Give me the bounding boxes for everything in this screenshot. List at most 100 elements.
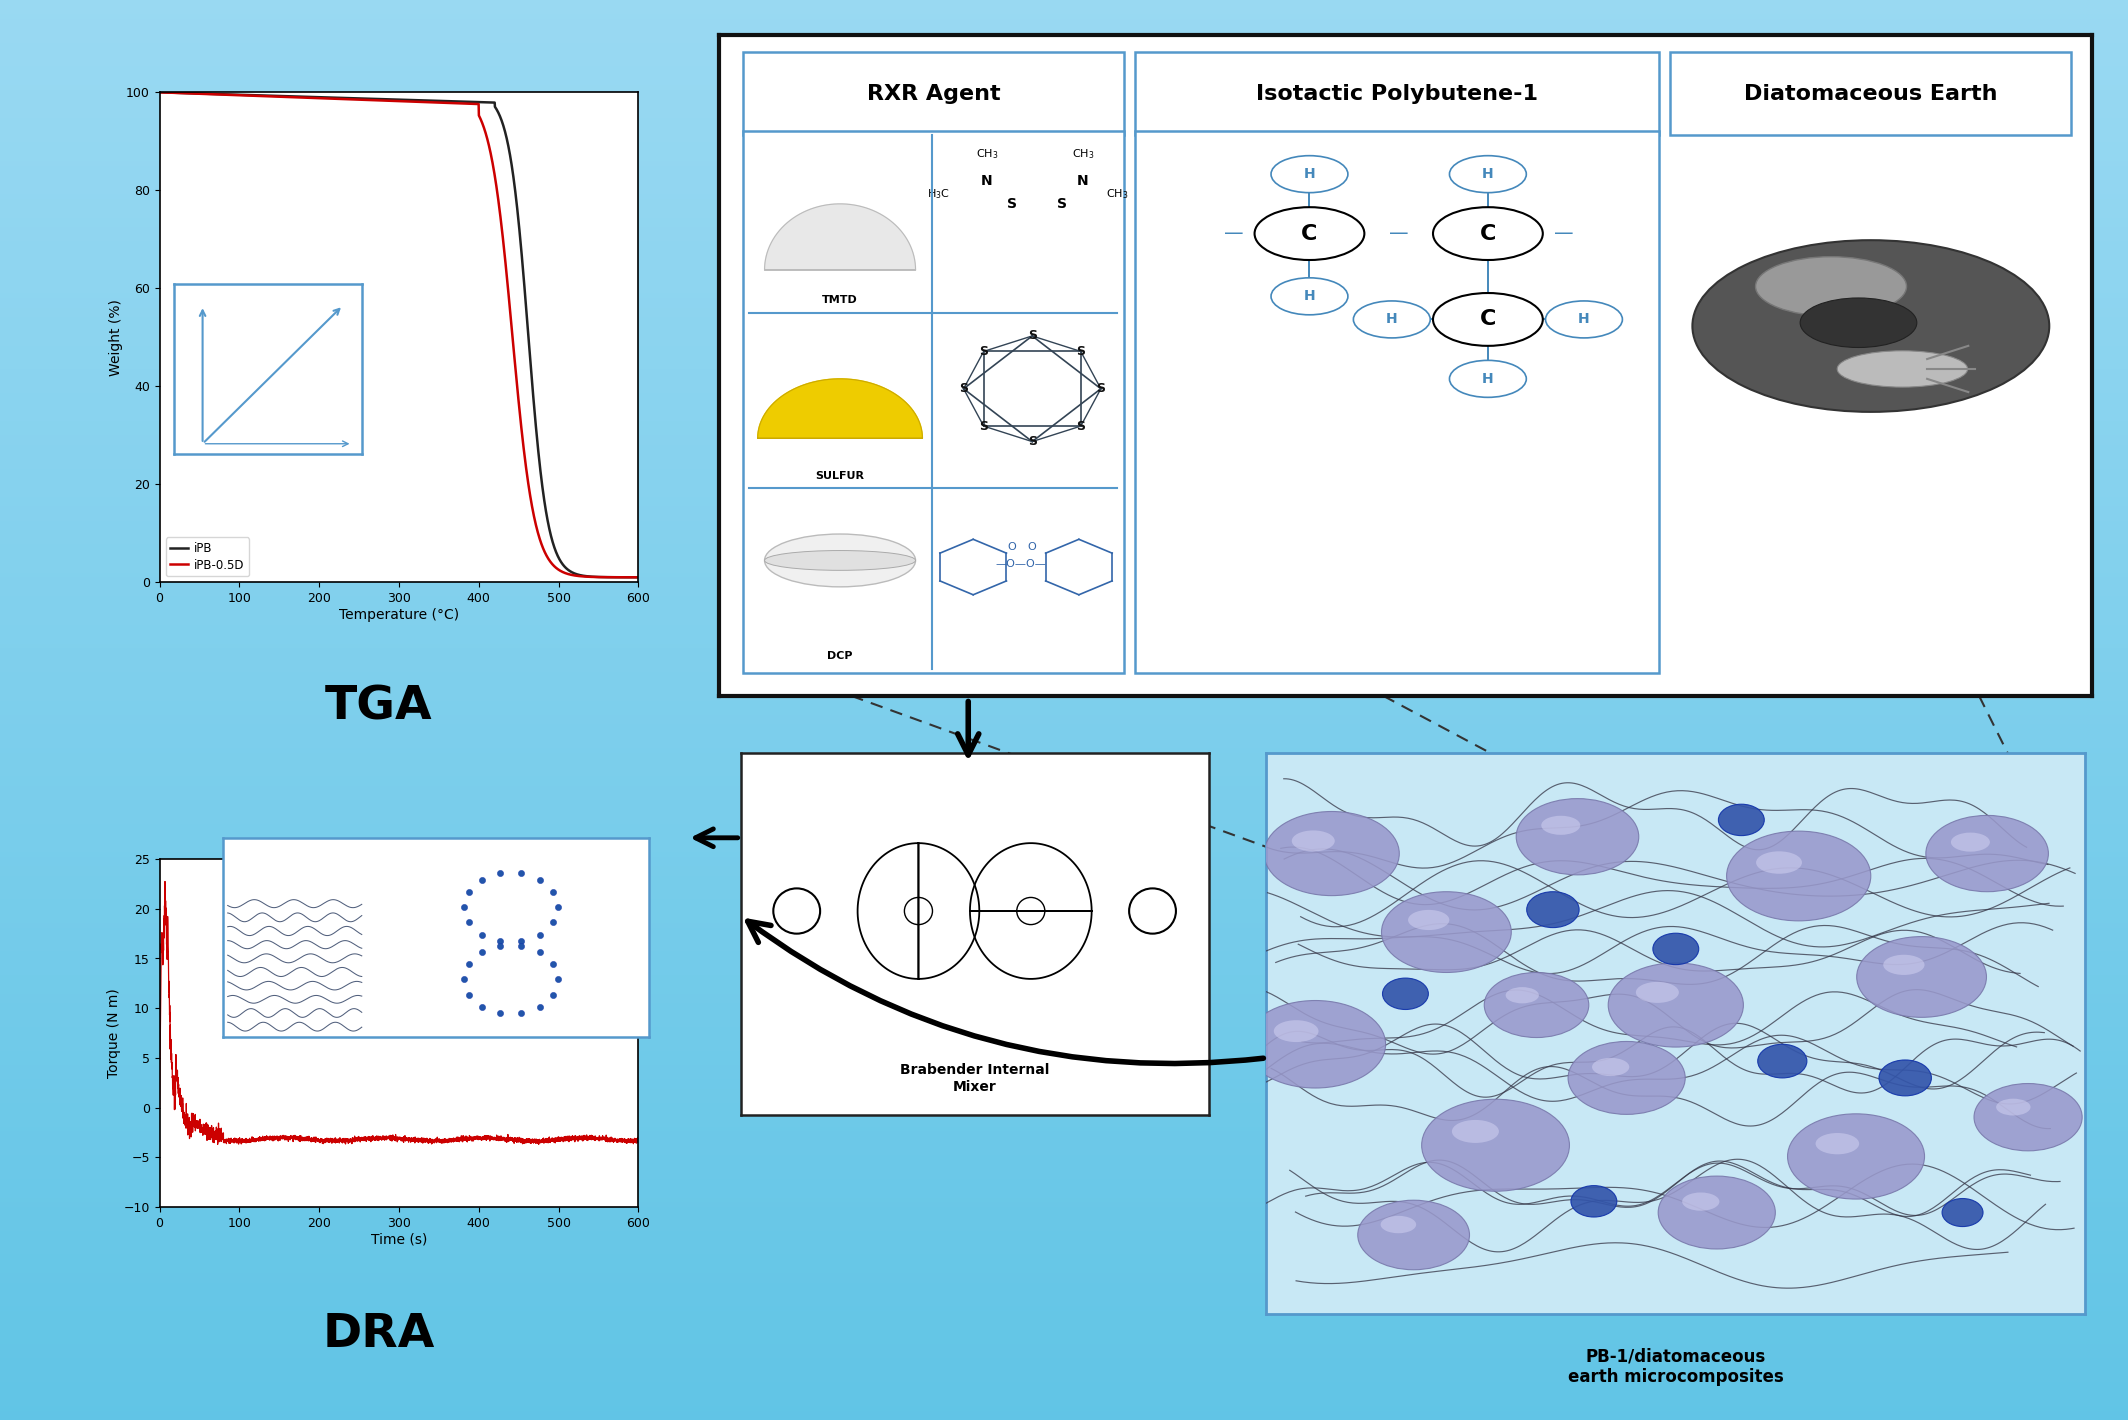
Bar bbox=[0, 1183, 2128, 1189]
Ellipse shape bbox=[1609, 963, 1743, 1047]
Bar bbox=[0, 1382, 2128, 1387]
Bar bbox=[0, 1240, 2128, 1245]
Bar bbox=[0, 1225, 2128, 1231]
Text: Brabender Internal
Mixer: Brabender Internal Mixer bbox=[900, 1064, 1049, 1093]
Bar bbox=[0, 941, 2128, 947]
Circle shape bbox=[904, 897, 932, 924]
Bar bbox=[0, 511, 2128, 515]
Bar bbox=[0, 85, 2128, 89]
Bar bbox=[0, 337, 2128, 341]
Circle shape bbox=[1545, 301, 1622, 338]
Bar bbox=[0, 913, 2128, 919]
Bar bbox=[0, 994, 2128, 998]
Bar bbox=[0, 852, 2128, 856]
Text: —: — bbox=[1224, 224, 1243, 243]
iPB-0.5D bbox=[626, 569, 651, 586]
Bar bbox=[0, 615, 2128, 621]
Bar bbox=[0, 317, 2128, 322]
Bar bbox=[0, 1037, 2128, 1041]
Bar bbox=[0, 621, 2128, 625]
iPB bbox=[379, 91, 404, 108]
Bar bbox=[0, 483, 2128, 487]
Line: iPB-0.5D: iPB-0.5D bbox=[160, 92, 638, 578]
Ellipse shape bbox=[1568, 1041, 1685, 1115]
Text: Diatomaceous Earth: Diatomaceous Earth bbox=[1745, 84, 1998, 104]
Bar bbox=[0, 203, 2128, 209]
Bar bbox=[0, 274, 2128, 280]
Bar bbox=[0, 185, 2128, 189]
Ellipse shape bbox=[1681, 1193, 1719, 1211]
Bar bbox=[0, 601, 2128, 606]
Bar bbox=[0, 231, 2128, 237]
iPB-0.5D bbox=[611, 569, 636, 586]
Text: H: H bbox=[1385, 312, 1398, 327]
Bar bbox=[0, 298, 2128, 302]
Bar bbox=[0, 1093, 2128, 1098]
Ellipse shape bbox=[1483, 973, 1590, 1038]
Bar bbox=[0, 241, 2128, 246]
iPB-0.5D bbox=[366, 92, 392, 109]
iPB-0.5D bbox=[170, 85, 196, 102]
Text: —O—O—: —O—O— bbox=[996, 558, 1047, 569]
Text: Isotactic Polybutene-1: Isotactic Polybutene-1 bbox=[1256, 84, 1539, 104]
Bar bbox=[0, 1335, 2128, 1339]
Bar bbox=[0, 217, 2128, 223]
Ellipse shape bbox=[1726, 831, 1871, 920]
Text: C: C bbox=[1479, 223, 1496, 244]
Text: S: S bbox=[1007, 197, 1017, 212]
Bar bbox=[0, 1250, 2128, 1254]
Ellipse shape bbox=[1451, 1120, 1498, 1143]
Ellipse shape bbox=[1245, 1001, 1385, 1088]
Bar bbox=[0, 152, 2128, 156]
Bar bbox=[0, 653, 2128, 657]
Circle shape bbox=[1449, 361, 1526, 398]
Bar bbox=[0, 398, 2128, 402]
Circle shape bbox=[1270, 156, 1347, 193]
Text: S: S bbox=[1077, 345, 1085, 358]
Bar bbox=[0, 554, 2128, 558]
iPB-0.5D bbox=[379, 92, 404, 109]
Bar bbox=[0, 454, 2128, 459]
Bar bbox=[0, 1075, 2128, 1079]
Circle shape bbox=[1692, 240, 2049, 412]
Bar bbox=[0, 1032, 2128, 1037]
Bar bbox=[0, 393, 2128, 398]
Bar bbox=[0, 1203, 2128, 1207]
iPB bbox=[147, 84, 172, 101]
Bar bbox=[0, 643, 2128, 649]
Bar bbox=[0, 848, 2128, 852]
Bar bbox=[0, 706, 2128, 710]
Bar bbox=[0, 114, 2128, 118]
Bar bbox=[0, 4, 2128, 10]
Bar bbox=[0, 199, 2128, 203]
Circle shape bbox=[1449, 156, 1526, 193]
Bar bbox=[0, 464, 2128, 469]
Bar bbox=[0, 71, 2128, 75]
Circle shape bbox=[1943, 1198, 1983, 1227]
Bar bbox=[0, 175, 2128, 180]
Bar bbox=[0, 180, 2128, 185]
Text: H: H bbox=[1481, 372, 1494, 386]
Bar bbox=[0, 369, 2128, 373]
Bar bbox=[0, 1402, 2128, 1406]
Circle shape bbox=[1758, 1044, 1807, 1078]
Bar bbox=[0, 1302, 2128, 1306]
Bar bbox=[0, 870, 2128, 876]
Bar bbox=[0, 984, 2128, 990]
Bar bbox=[0, 379, 2128, 383]
Bar bbox=[0, 160, 2128, 166]
Bar bbox=[0, 322, 2128, 327]
Ellipse shape bbox=[1507, 987, 1539, 1004]
Bar bbox=[0, 686, 2128, 692]
Bar bbox=[0, 809, 2128, 814]
Bar bbox=[0, 1288, 2128, 1292]
Bar bbox=[0, 966, 2128, 970]
iPB-0.5D bbox=[147, 84, 172, 101]
Bar bbox=[0, 657, 2128, 663]
Bar bbox=[0, 365, 2128, 369]
Bar bbox=[0, 1231, 2128, 1235]
Bar bbox=[0, 791, 2128, 795]
Bar bbox=[0, 501, 2128, 507]
Bar bbox=[0, 1193, 2128, 1197]
Bar bbox=[0, 714, 2128, 720]
